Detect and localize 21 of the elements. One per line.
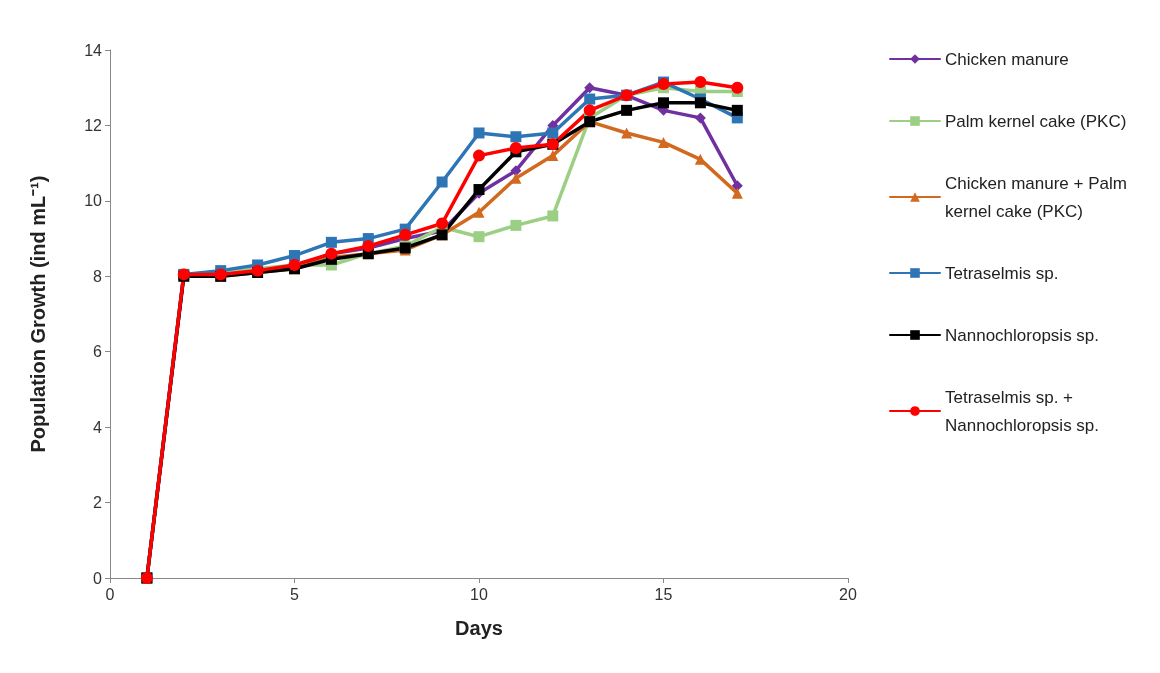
x-tick-label: 20 [839, 585, 857, 603]
x-axis-title: Days [455, 617, 503, 639]
legend-label: Nannochloropsis sp. [945, 325, 1100, 345]
x-tick-label: 15 [654, 585, 673, 603]
y-tick-label: 12 [84, 116, 103, 134]
y-tick-label: 8 [93, 267, 103, 285]
legend-label: Chicken manure [945, 49, 1069, 69]
x-tick-label: 5 [290, 585, 300, 603]
x-tick-label: 0 [105, 585, 115, 603]
y-tick-label: 14 [84, 41, 103, 59]
legend-label: Tetraselmis sp. [945, 263, 1059, 283]
y-axis-title: Population Growth (ind mL⁻¹) [27, 175, 49, 453]
legend-label: Palm kernel cake (PKC) [945, 111, 1127, 131]
y-tick-label: 2 [93, 494, 103, 512]
y-tick-label: 10 [84, 192, 103, 210]
y-tick-label: 4 [93, 418, 103, 436]
legend-label: Tetraselmis sp. + Nannochloropsis sp. [945, 387, 1100, 435]
y-tick-label: 0 [93, 569, 103, 587]
x-tick-label: 10 [470, 585, 488, 603]
y-tick-label: 6 [93, 343, 103, 361]
legend-label: Chicken manure + Palm kernel cake (PKC) [945, 173, 1132, 221]
